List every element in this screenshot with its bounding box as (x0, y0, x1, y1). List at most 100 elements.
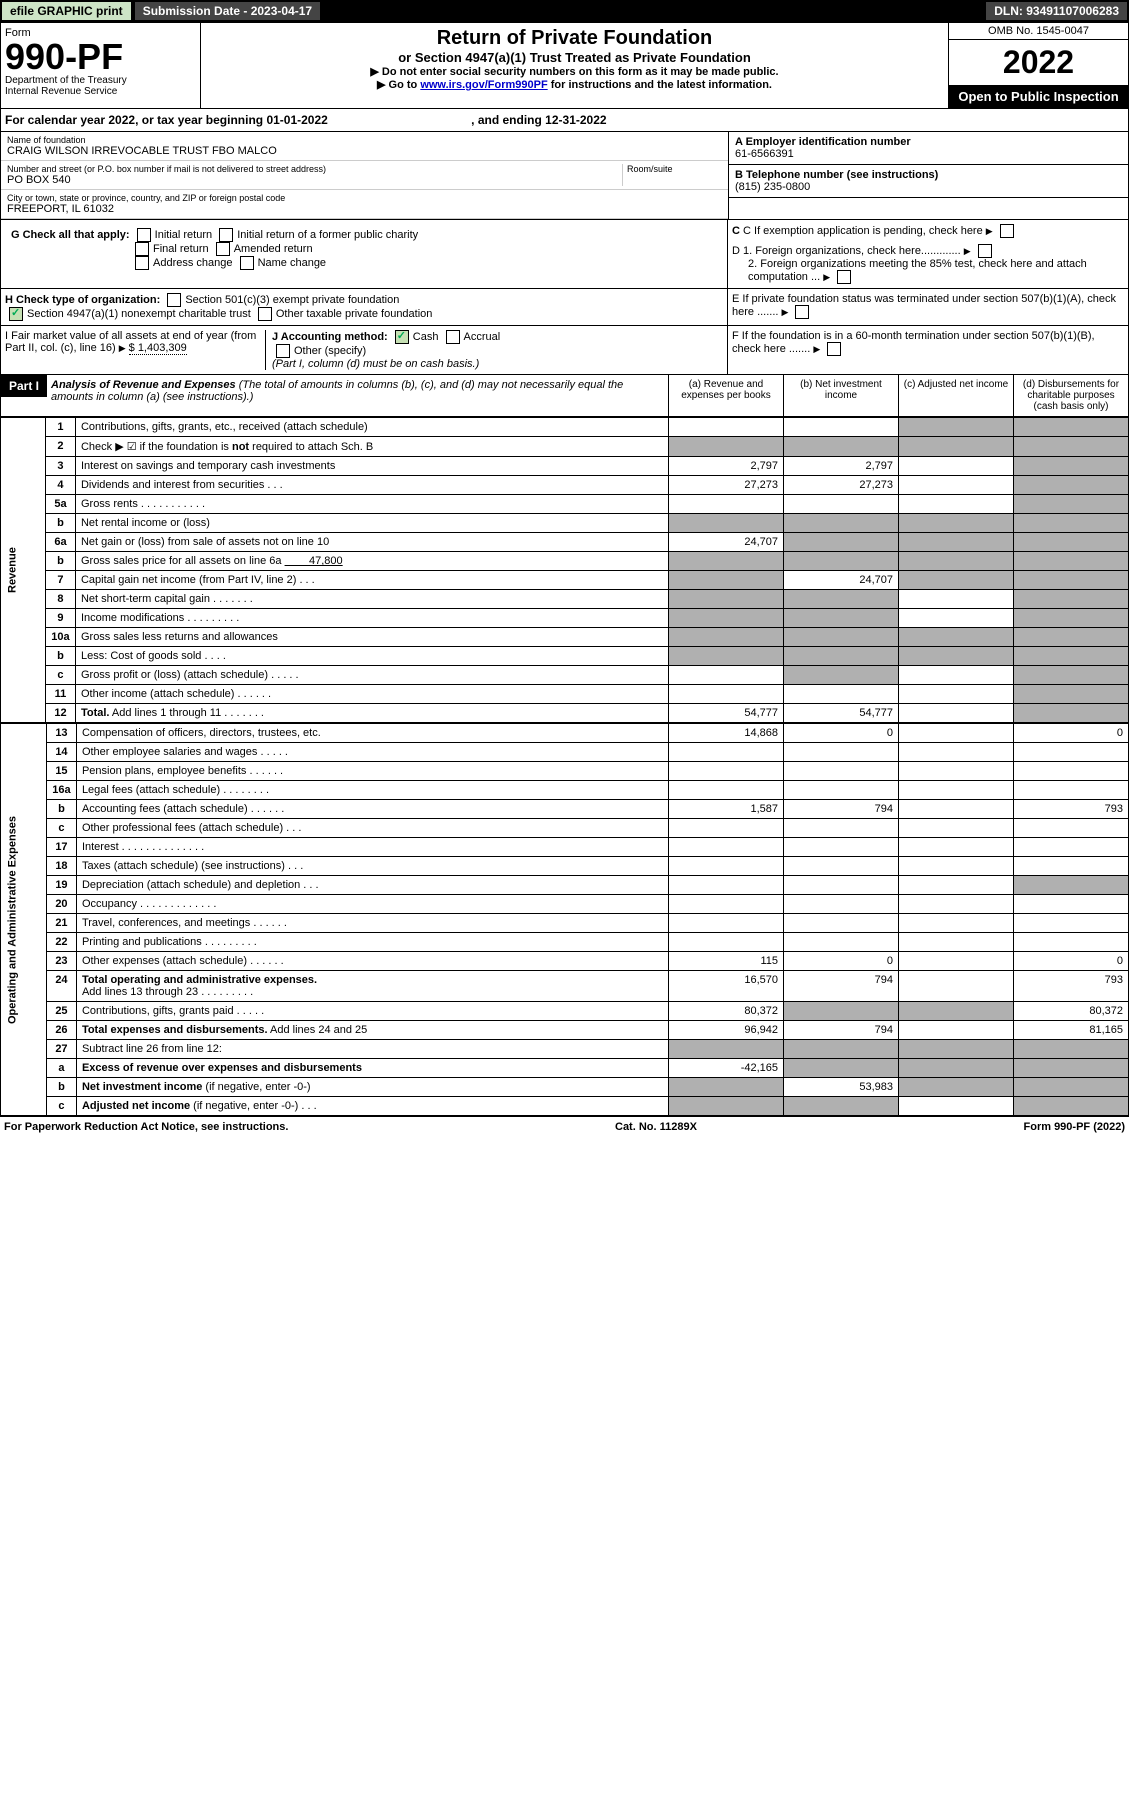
table-row: bNet investment income (if negative, ent… (1, 1078, 1129, 1097)
checkbox-cash[interactable] (395, 330, 409, 344)
line-number: 12 (45, 704, 75, 723)
irs-link[interactable]: www.irs.gov/Form990PF (420, 79, 547, 91)
checkbox-c[interactable] (1000, 224, 1014, 238)
c-label: C C If exemption application is pending,… (732, 224, 1124, 238)
line-number: b (45, 647, 75, 666)
line-number: b (45, 552, 75, 571)
cell-value (899, 819, 1014, 838)
cell-shaded (899, 533, 1014, 552)
cell-value (1014, 895, 1129, 914)
cell-value (669, 418, 784, 437)
cell-shaded (784, 1097, 899, 1116)
checkbox-501c3[interactable] (167, 293, 181, 307)
line-number: 14 (46, 743, 76, 762)
open-inspection: Open to Public Inspection (949, 85, 1128, 108)
line-description: Contributions, gifts, grants paid . . . … (76, 1002, 668, 1021)
cell-value (784, 685, 899, 704)
cell-value (899, 457, 1014, 476)
cell-value (899, 495, 1014, 514)
form-subtitle: or Section 4947(a)(1) Trust Treated as P… (205, 50, 944, 65)
cell-shaded (899, 1002, 1014, 1021)
cell-shaded (1014, 1078, 1129, 1097)
cell-value (899, 800, 1014, 819)
line-description: Net short-term capital gain . . . . . . … (75, 590, 668, 609)
line-description: Income modifications . . . . . . . . . (75, 609, 668, 628)
cell-value (669, 838, 784, 857)
cell-shaded (669, 1078, 784, 1097)
part1-header-row: Part I Analysis of Revenue and Expenses … (0, 375, 1129, 417)
checkbox-initial-former[interactable] (219, 228, 233, 242)
line-description: Travel, conferences, and meetings . . . … (76, 914, 668, 933)
cell-value (669, 895, 784, 914)
cell-value (1014, 762, 1129, 781)
cell-value: 0 (784, 724, 899, 743)
checkbox-initial[interactable] (137, 228, 151, 242)
table-row: 22Printing and publications . . . . . . … (1, 933, 1129, 952)
cell-shaded (784, 533, 899, 552)
checkbox-d1[interactable] (978, 244, 992, 258)
line-number: 24 (46, 971, 76, 1002)
table-row: Operating and Administrative Expenses13C… (1, 724, 1129, 743)
col-c-head: (c) Adjusted net income (898, 375, 1013, 416)
cell-value: 96,942 (669, 1021, 784, 1040)
checkbox-address[interactable] (135, 256, 149, 270)
line-number: 4 (45, 476, 75, 495)
line-description: Dividends and interest from securities .… (75, 476, 668, 495)
line-description: Interest . . . . . . . . . . . . . . (76, 838, 668, 857)
notice-ssn: ▶ Do not enter social security numbers o… (205, 65, 944, 78)
checkbox-4947[interactable] (9, 307, 23, 321)
line-description: Pension plans, employee benefits . . . .… (76, 762, 668, 781)
cell-value: 27,273 (784, 476, 899, 495)
phone: (815) 235-0800 (735, 181, 1122, 193)
cell-value (784, 914, 899, 933)
checkbox-final[interactable] (135, 242, 149, 256)
table-row: 10aGross sales less returns and allowanc… (1, 628, 1129, 647)
efile-label[interactable]: efile GRAPHIC print (2, 2, 131, 20)
cell-value (899, 762, 1014, 781)
cell-shaded (899, 1078, 1014, 1097)
line-description: Depreciation (attach schedule) and deple… (76, 876, 668, 895)
table-row: bGross sales price for all assets on lin… (1, 552, 1129, 571)
checkbox-d2[interactable] (837, 270, 851, 284)
cell-shaded (899, 571, 1014, 590)
cell-value (899, 857, 1014, 876)
checkbox-accrual[interactable] (446, 330, 460, 344)
department: Department of the Treasury Internal Reve… (5, 75, 196, 97)
cell-value (784, 418, 899, 437)
cell-shaded (899, 628, 1014, 647)
cell-shaded (784, 514, 899, 533)
cell-value (899, 781, 1014, 800)
checkbox-e[interactable] (795, 305, 809, 319)
cell-value (899, 895, 1014, 914)
cell-value (1014, 743, 1129, 762)
cell-shaded (1014, 552, 1129, 571)
checkbox-other-taxable[interactable] (258, 307, 272, 321)
checkbox-name[interactable] (240, 256, 254, 270)
cell-shaded (1014, 609, 1129, 628)
checkbox-other-method[interactable] (276, 344, 290, 358)
cell-shaded (669, 1097, 784, 1116)
name-label: Name of foundation (7, 135, 722, 145)
cell-value (669, 781, 784, 800)
line-number: 18 (46, 857, 76, 876)
line-number: 22 (46, 933, 76, 952)
line-description: Legal fees (attach schedule) . . . . . .… (76, 781, 668, 800)
footer-center: Cat. No. 11289X (615, 1121, 697, 1133)
cell-shaded (1014, 666, 1129, 685)
checkbox-amended[interactable] (216, 242, 230, 256)
checkbox-f[interactable] (827, 342, 841, 356)
line-description: Adjusted net income (if negative, enter … (76, 1097, 668, 1116)
line-description: Occupancy . . . . . . . . . . . . . (76, 895, 668, 914)
line-description: Gross profit or (loss) (attach schedule)… (75, 666, 668, 685)
table-row: 25Contributions, gifts, grants paid . . … (1, 1002, 1129, 1021)
part1-label: Part I (1, 375, 47, 397)
table-row: 9Income modifications . . . . . . . . . (1, 609, 1129, 628)
line-description: Check ▶ ☑ if the foundation is not requi… (75, 437, 668, 457)
cell-value (669, 685, 784, 704)
table-row: 4Dividends and interest from securities … (1, 476, 1129, 495)
cell-shaded (1014, 437, 1129, 457)
cell-shaded (784, 628, 899, 647)
cell-value (899, 1097, 1014, 1116)
line-description: Gross rents . . . . . . . . . . . (75, 495, 668, 514)
part1-title: Analysis of Revenue and Expenses (51, 379, 236, 391)
